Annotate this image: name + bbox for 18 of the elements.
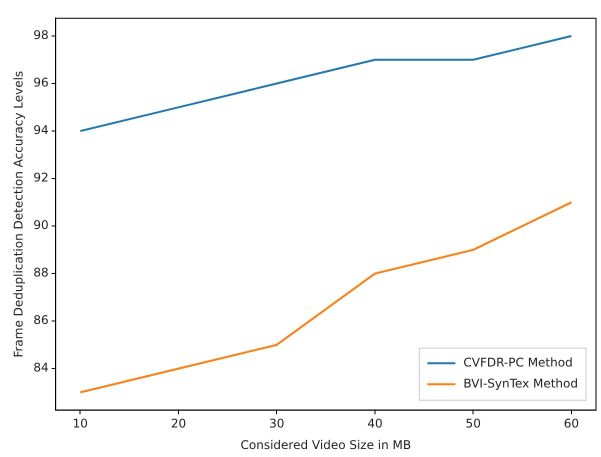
x-tick-label: 40 (367, 416, 383, 431)
y-tick-label: 88 (33, 266, 49, 280)
legend-label: BVI-SynTex Method (463, 376, 578, 390)
x-axis-title: Considered Video Size in MB (240, 438, 412, 452)
legend-label: CVFDR-PC Method (463, 355, 573, 370)
y-tick-label: 84 (33, 360, 49, 375)
y-tick-label: 98 (33, 28, 49, 42)
x-tick-label: 50 (466, 416, 481, 431)
y-tick-label: 94 (33, 123, 49, 138)
x-tick-label: 60 (564, 416, 580, 431)
y-axis-title: Frame Deduplication Detection Accuracy Levels (11, 70, 26, 358)
y-tick-label: 90 (33, 218, 49, 232)
x-tick-label: 10 (72, 416, 88, 431)
y-tick-label: 86 (33, 313, 49, 328)
x-tick-label: 20 (170, 416, 186, 431)
y-tick-label: 92 (33, 170, 49, 185)
y-tick-label: 96 (33, 76, 49, 90)
x-tick-label: 30 (269, 416, 284, 431)
